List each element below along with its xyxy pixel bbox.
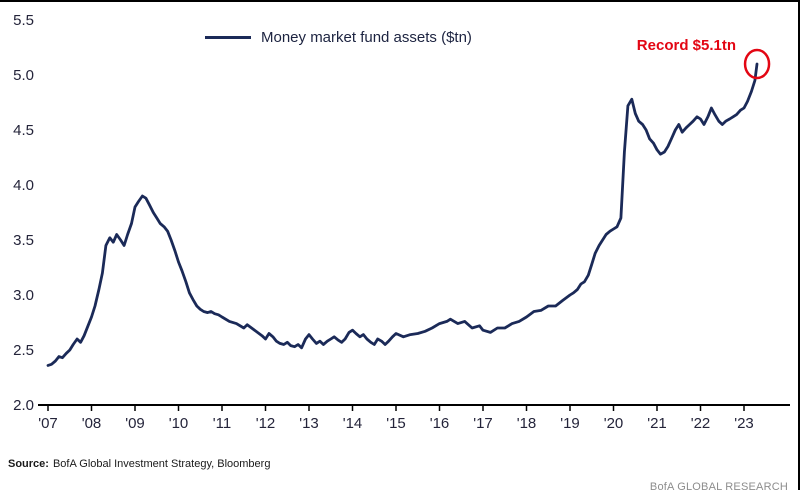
y-tick-label: 4.5 — [13, 122, 34, 139]
x-tick-label: '08 — [82, 415, 102, 432]
y-tick-label: 4.0 — [13, 177, 34, 194]
x-tick-label: '17 — [473, 415, 493, 432]
x-tick-label: '15 — [386, 415, 406, 432]
source-line: Source: BofA Global Investment Strategy, … — [8, 458, 270, 470]
y-tick-label: 3.5 — [13, 232, 34, 249]
x-tick-label: '23 — [734, 415, 754, 432]
x-tick-label: '18 — [517, 415, 537, 432]
x-tick-label: '10 — [169, 415, 189, 432]
x-tick-label: '09 — [125, 415, 145, 432]
branding-text: BofA GLOBAL RESEARCH — [649, 481, 788, 493]
x-tick-label: '22 — [691, 415, 711, 432]
y-tick-label: 5.5 — [13, 12, 34, 29]
line-chart-canvas: 5.5 5.0 4.5 4.0 3.5 3.0 2.5 2.0'07 '08 '09 '10 '11 '… — [13, 12, 790, 432]
y-tick-label: 2.0 — [13, 397, 34, 414]
legend-label: Money market fund assets ($tn) — [261, 29, 472, 46]
y-tick-label: 5.0 — [13, 67, 34, 84]
x-tick-label: '12 — [256, 415, 276, 432]
source-text: BofA Global Investment Strategy, Bloombe… — [52, 458, 271, 470]
x-tick-label: '13 — [299, 415, 319, 432]
data-series-line — [46, 62, 759, 367]
x-tick-label: '07 — [38, 415, 58, 432]
source-label: Source: — [8, 458, 49, 470]
x-tick-label: '19 — [560, 415, 580, 432]
y-tick-label: 2.5 — [13, 342, 34, 359]
record-highlight-circle — [743, 48, 771, 80]
x-tick-label: '20 — [604, 415, 624, 432]
x-tick-label: '11 — [213, 415, 231, 432]
y-tick-label: 3.0 — [13, 287, 34, 304]
record-annotation: Record $5.1tn — [636, 37, 736, 54]
legend-line-swatch — [205, 36, 251, 39]
x-tick-label: '21 — [647, 415, 667, 432]
chart-legend: Money market fund assets ($tn) — [205, 29, 472, 46]
x-tick-label: '14 — [343, 415, 363, 432]
x-tick-label: '16 — [430, 415, 450, 432]
